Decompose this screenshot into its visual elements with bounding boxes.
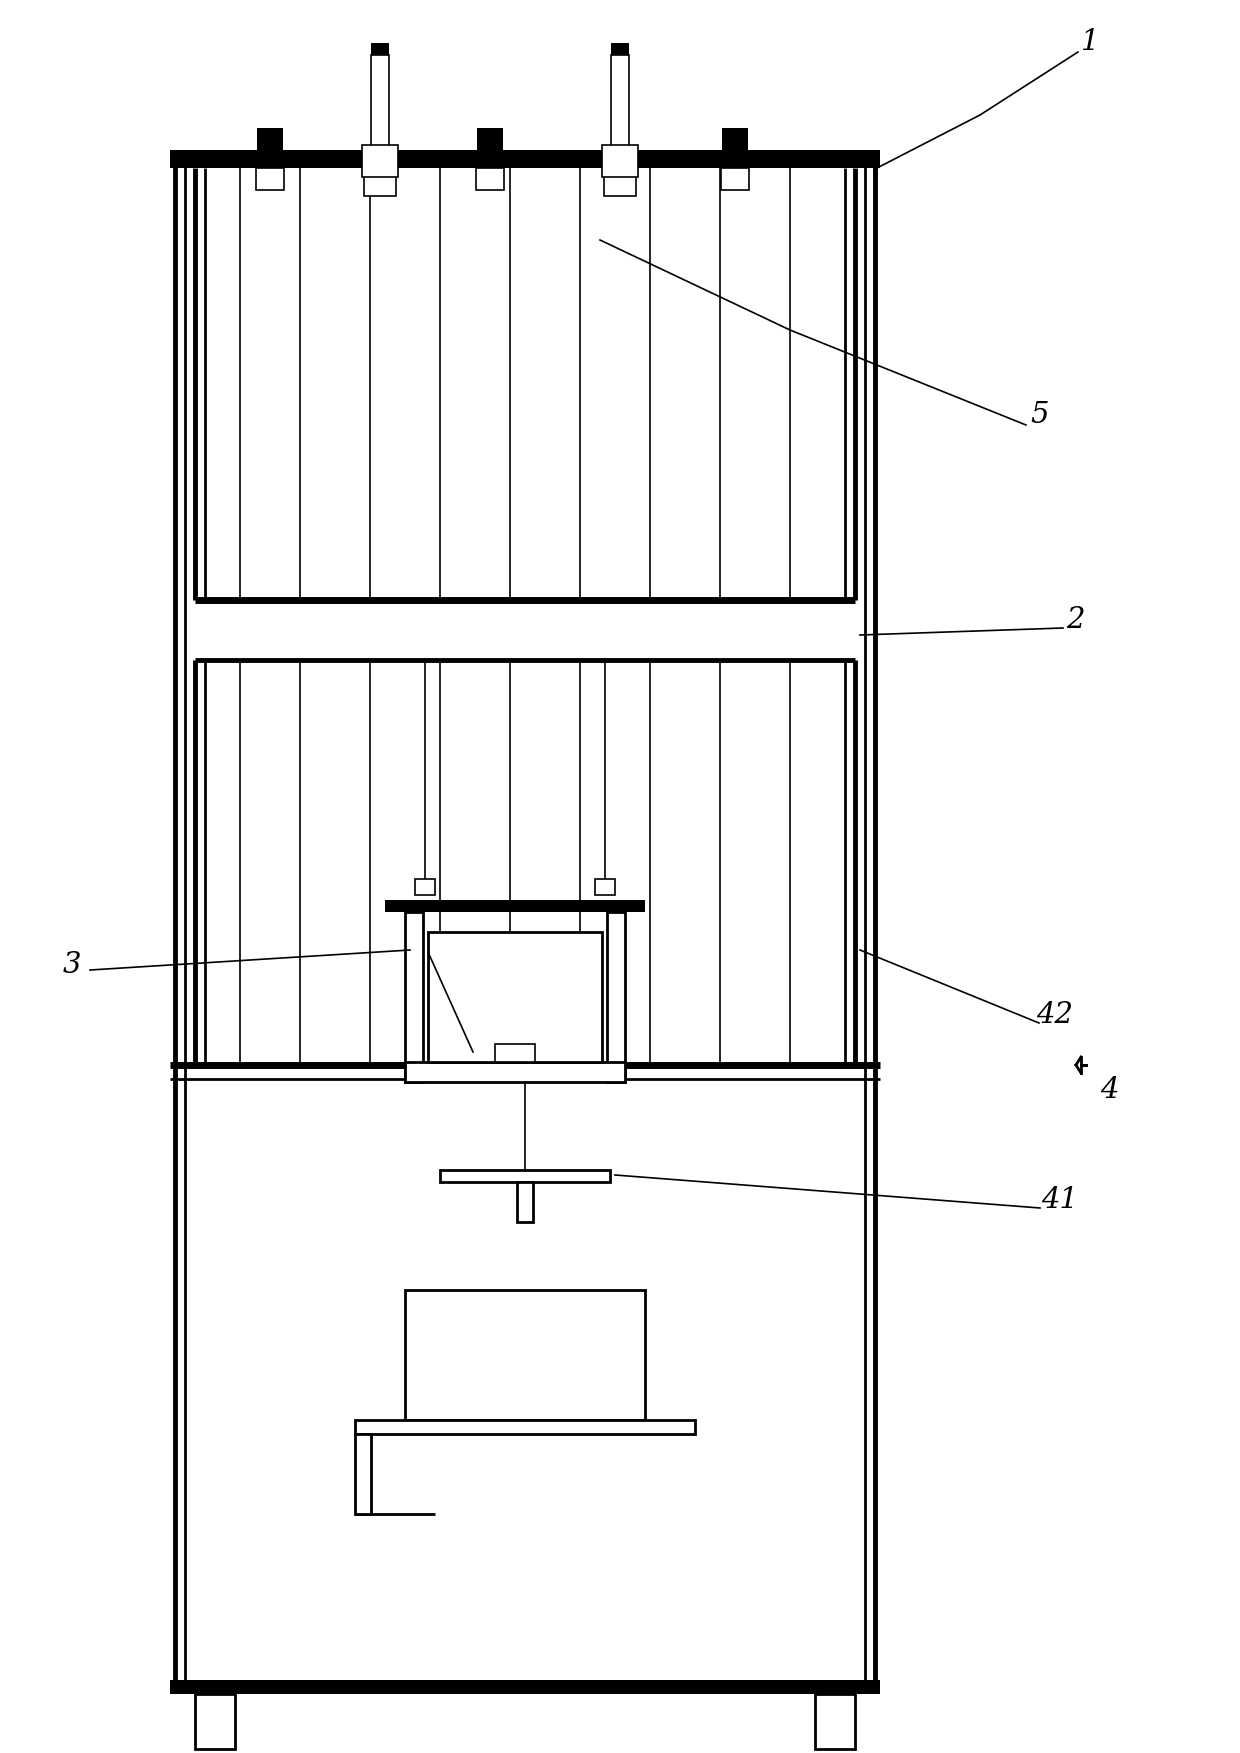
Bar — [604, 168, 636, 196]
Bar — [601, 145, 639, 177]
Text: 5: 5 — [1030, 401, 1049, 429]
Bar — [722, 128, 748, 151]
Bar — [415, 878, 435, 896]
Bar — [611, 54, 629, 151]
Bar — [170, 1679, 880, 1693]
Bar — [371, 44, 389, 54]
Bar — [170, 151, 880, 168]
Bar — [611, 44, 629, 54]
Bar — [196, 600, 854, 657]
Bar — [495, 1045, 534, 1062]
Bar — [720, 168, 749, 189]
Text: 1: 1 — [1081, 28, 1099, 56]
Bar — [405, 1290, 645, 1420]
Bar — [365, 168, 396, 196]
Bar — [405, 1062, 625, 1082]
Bar — [355, 1420, 694, 1434]
Bar — [477, 128, 503, 151]
Bar — [355, 1434, 371, 1515]
Text: 2: 2 — [1065, 607, 1084, 635]
Text: 4: 4 — [1100, 1076, 1118, 1104]
Bar — [428, 933, 601, 1062]
Bar — [815, 1693, 856, 1749]
Bar — [595, 878, 615, 896]
Bar — [195, 1693, 236, 1749]
Bar — [255, 168, 284, 189]
Text: 3: 3 — [63, 950, 82, 978]
Bar — [257, 128, 283, 151]
Bar — [608, 912, 625, 1082]
Text: 41: 41 — [1042, 1187, 1079, 1215]
Bar — [384, 899, 645, 912]
Bar — [362, 145, 398, 177]
Text: 42: 42 — [1037, 1001, 1074, 1029]
Bar — [440, 1169, 610, 1182]
Bar — [517, 1182, 533, 1222]
Bar — [371, 54, 389, 151]
Bar — [476, 168, 503, 189]
Bar — [405, 912, 423, 1082]
